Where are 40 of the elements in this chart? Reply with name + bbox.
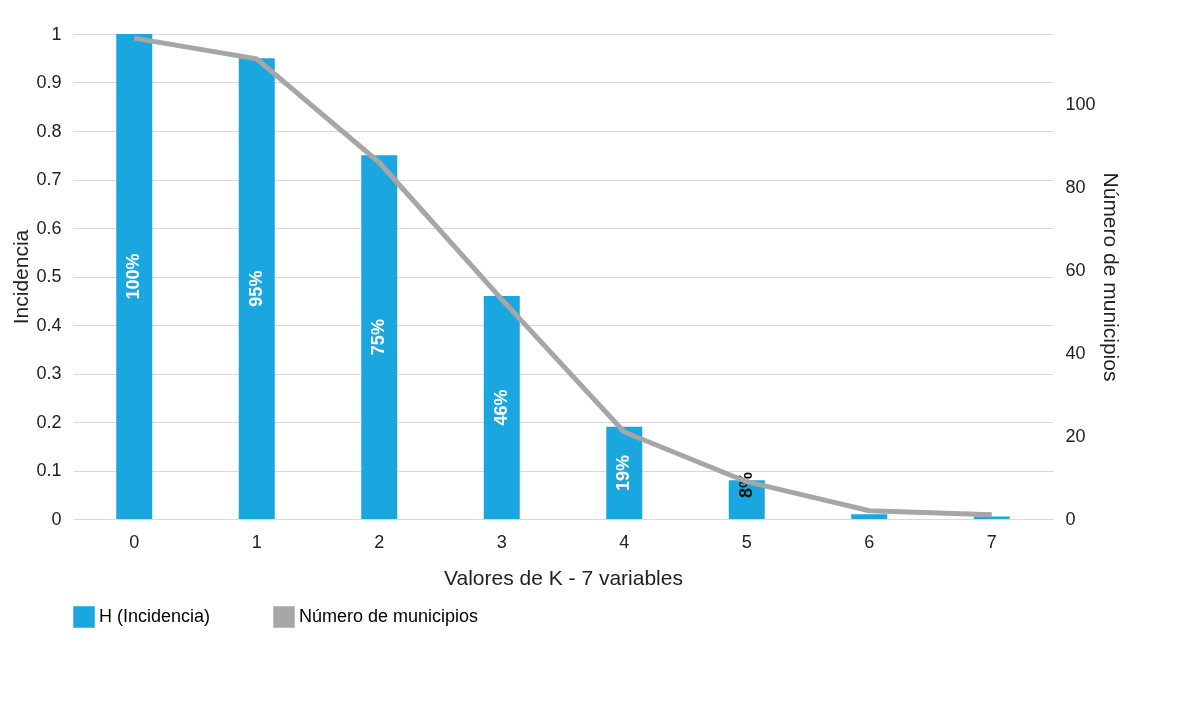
data-label: 100%: [123, 253, 144, 300]
y-tick-label: 0.7: [36, 169, 62, 189]
y2-axis-title: Número de municipios: [1099, 172, 1123, 382]
data-label: 75%: [368, 319, 389, 356]
data-label: 46%: [490, 389, 511, 426]
x-tick-label: 1: [251, 531, 262, 552]
data-label: 19%: [613, 454, 634, 491]
y-tick-label: 0: [51, 508, 62, 529]
x-tick-label: 2: [374, 531, 385, 552]
y-tick-label: 0.9: [36, 72, 62, 92]
bar: [116, 34, 153, 519]
y2-tick-label: 20: [1065, 425, 1086, 446]
y-tick-label: 0.8: [36, 120, 62, 141]
x-tick-label: 4: [619, 531, 630, 552]
bar: [361, 155, 398, 519]
bar: [851, 514, 888, 519]
y-tick-label: 1: [51, 23, 62, 44]
y2-tick-label: 80: [1065, 176, 1086, 197]
x-tick-label: 0: [129, 531, 140, 552]
y-axis-title: Incidencia: [9, 229, 33, 325]
x-tick-label: 5: [741, 531, 752, 552]
bar: [238, 58, 275, 519]
y-tick-label: 0.6: [36, 217, 62, 238]
y-tick-label: 0.4: [36, 314, 62, 335]
data-label: 95%: [245, 270, 266, 307]
y2-tick-label: 40: [1065, 342, 1086, 363]
y-tick-label: 0.1: [36, 460, 62, 480]
y2-tick-label: 60: [1065, 259, 1086, 280]
x-tick-label: 7: [986, 531, 997, 552]
y-tick-label: 0.2: [36, 411, 62, 432]
x-tick-label: 3: [496, 531, 507, 552]
y-tick-label: 0.3: [36, 363, 62, 383]
y2-tick-label: 0: [1065, 508, 1076, 529]
x-tick-label: 6: [864, 531, 875, 552]
legend-label: H (Incidencia): [99, 606, 211, 626]
x-axis-title: Valores de K - 7 variables: [444, 565, 683, 589]
bar: [483, 295, 520, 519]
y-tick-label: 0.5: [36, 266, 62, 286]
legend-label: Número de municipios: [299, 606, 479, 626]
y2-tick-label: 100: [1065, 93, 1096, 114]
